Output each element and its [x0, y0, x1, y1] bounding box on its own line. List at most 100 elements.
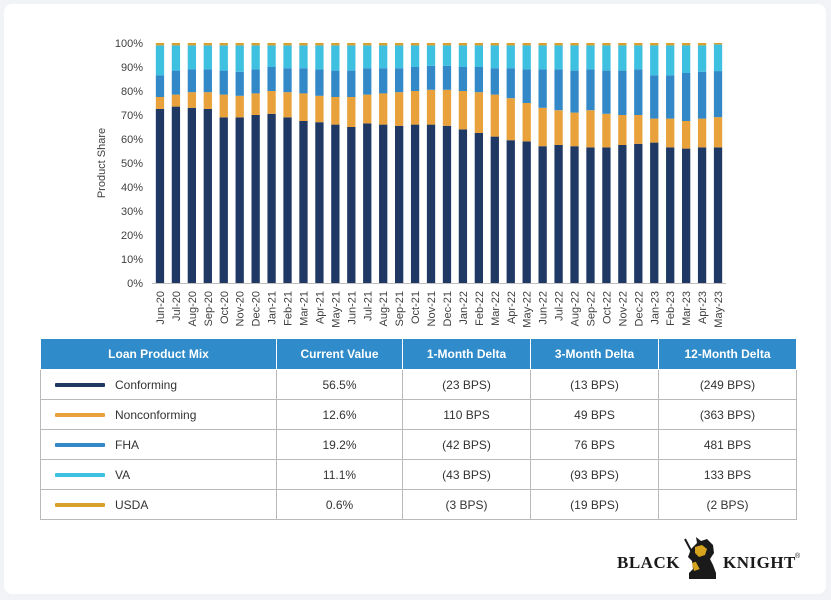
bar-segment-fha — [490, 68, 499, 95]
bar-segment-nonconforming — [634, 115, 643, 144]
bar-segment-va — [522, 45, 531, 70]
bar-segment-conforming — [458, 129, 468, 283]
product-name: Nonconforming — [115, 407, 197, 422]
bar-segment-fha — [650, 75, 659, 119]
bar-segment-conforming — [363, 123, 372, 284]
bar-segment-conforming — [713, 147, 723, 283]
x-tick-label: May-23 — [713, 291, 725, 328]
bar-segment-usda — [634, 43, 643, 46]
bar-segment-fha — [267, 67, 276, 91]
bar-segment-va — [251, 45, 260, 70]
y-tick-label: 90% — [121, 62, 143, 74]
y-axis-label: Product Share — [96, 128, 108, 198]
bar-segment-usda — [650, 43, 659, 46]
bar-segment-nonconforming — [602, 113, 611, 148]
bar-segment-nonconforming — [458, 91, 468, 130]
legend-swatch — [55, 473, 105, 478]
x-tick-label: Feb-22 — [474, 291, 486, 326]
bar-segment-fha — [203, 69, 212, 93]
bar-segment-va — [410, 45, 420, 67]
bar-segment-usda — [203, 43, 212, 46]
twelve-month-delta-cell: 133 BPS — [658, 459, 797, 490]
product-cell: Nonconforming — [40, 399, 277, 430]
bar-segment-nonconforming — [426, 89, 436, 125]
bar-segment-va — [602, 45, 611, 71]
bar-segment-va — [219, 45, 228, 71]
bar-segment-nonconforming — [697, 118, 707, 148]
current-value-cell: 11.1% — [276, 459, 403, 490]
bar-segment-fha — [506, 68, 515, 99]
twelve-month-delta-cell: (363 BPS) — [658, 399, 797, 430]
bar-segment-usda — [506, 43, 515, 46]
bar-segment-va — [681, 45, 691, 73]
bar-segment-va — [666, 45, 675, 76]
x-tick-label: Mar-21 — [298, 291, 310, 326]
bar-segment-va — [713, 44, 723, 72]
three-month-delta-cell: (13 BPS) — [530, 369, 659, 400]
bar-segment-usda — [315, 43, 324, 46]
product-name: VA — [115, 467, 131, 482]
y-tick-label: 40% — [121, 182, 143, 194]
bar-segment-fha — [410, 67, 420, 91]
x-tick-label: Jun-20 — [155, 291, 167, 325]
bar-segment-fha — [522, 69, 531, 103]
logo-word-left: BLACK — [617, 553, 680, 572]
header-1-month-delta: 1-Month Delta — [402, 338, 531, 370]
current-value-cell: 19.2% — [276, 429, 403, 460]
bar-segment-conforming — [299, 121, 308, 283]
bar-segment-va — [538, 45, 547, 70]
bar-segment-usda — [442, 43, 452, 46]
bar-segment-usda — [267, 43, 276, 46]
bar-segment-fha — [554, 69, 563, 111]
bar-segment-usda — [187, 43, 197, 46]
bar-segment-conforming — [155, 109, 165, 283]
bar-segment-conforming — [283, 117, 292, 284]
bar-segment-conforming — [570, 146, 579, 283]
bar-segment-conforming — [602, 147, 611, 283]
bar-segment-va — [490, 45, 499, 69]
bar-segment-usda — [586, 43, 595, 46]
bar-segment-nonconforming — [490, 94, 499, 137]
bar-segment-usda — [426, 43, 436, 46]
bar-segment-nonconforming — [267, 91, 276, 114]
x-tick-label: Dec-22 — [633, 291, 645, 326]
product-name: Conforming — [115, 377, 178, 392]
bar-segment-conforming — [490, 136, 499, 283]
registered-mark: ® — [795, 553, 801, 560]
product-cell: VA — [40, 459, 277, 490]
bar-segment-conforming — [506, 140, 515, 283]
three-month-delta-cell: (93 BPS) — [530, 459, 659, 490]
legend-swatch — [55, 443, 105, 448]
bar-segment-nonconforming — [347, 97, 356, 127]
bar-segment-conforming — [442, 125, 452, 283]
bar-segment-va — [650, 45, 659, 76]
bar-segment-usda — [666, 43, 675, 46]
bar-segment-nonconforming — [522, 103, 531, 142]
bar-segment-usda — [155, 43, 165, 46]
bar-segment-fha — [586, 69, 595, 111]
bar-segment-conforming — [650, 142, 659, 283]
bar-segment-va — [697, 45, 707, 72]
bar-segment-conforming — [697, 147, 707, 283]
one-month-delta-cell: 110 BPS — [402, 399, 531, 430]
bar-segment-conforming — [538, 146, 547, 283]
bar-segment-usda — [570, 43, 579, 46]
bar-segment-nonconforming — [681, 121, 691, 149]
x-tick-label: May-21 — [330, 291, 342, 328]
bar-segment-conforming — [203, 109, 212, 283]
bar-segment-fha — [235, 71, 244, 96]
bar-segment-conforming — [634, 143, 643, 283]
x-tick-label: Jul-21 — [362, 291, 374, 321]
bar-segment-nonconforming — [554, 110, 563, 145]
x-tick-label: Mar-23 — [681, 291, 693, 326]
bar-segment-usda — [618, 43, 627, 46]
legend-swatch — [55, 413, 105, 418]
bar-segment-fha — [713, 71, 723, 118]
table-row: VA 11.1% (43 BPS) (93 BPS) 133 BPS — [40, 459, 797, 490]
bar-segment-usda — [379, 43, 388, 46]
bar-segment-nonconforming — [171, 94, 181, 107]
bar-segment-conforming — [251, 115, 260, 283]
bar-segment-va — [267, 45, 276, 67]
x-tick-label: May-22 — [522, 291, 534, 328]
legend-swatch — [55, 503, 105, 508]
